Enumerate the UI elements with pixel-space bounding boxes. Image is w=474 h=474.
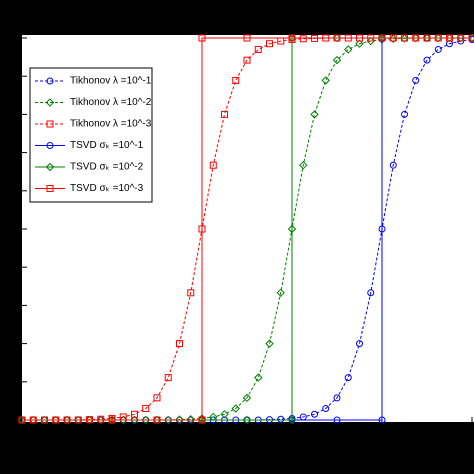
marker [333, 416, 341, 424]
legend-label: TSVD σₖ =10^-1 [70, 140, 144, 151]
marker [85, 415, 94, 425]
marker [141, 415, 150, 425]
marker [299, 160, 308, 170]
marker [311, 410, 318, 418]
legend-label: Tikhonov λ =10^-1 [70, 76, 152, 87]
marker [18, 416, 26, 424]
marker [310, 110, 319, 119]
marker [423, 34, 431, 42]
marker [366, 36, 375, 46]
marker [266, 40, 273, 48]
marker [186, 415, 195, 424]
marker [344, 374, 352, 382]
marker [367, 289, 375, 297]
marker [344, 45, 353, 54]
marker [209, 161, 217, 169]
marker [265, 339, 274, 348]
marker [322, 405, 330, 413]
marker [243, 34, 251, 42]
marker [299, 35, 307, 43]
marker [45, 98, 55, 107]
marker [232, 76, 240, 84]
marker [46, 185, 54, 192]
marker [401, 110, 408, 118]
marker [153, 416, 161, 424]
marker [119, 415, 128, 425]
marker [434, 45, 442, 53]
marker [355, 39, 364, 48]
marker [46, 142, 54, 149]
marker [254, 45, 262, 53]
marker [332, 55, 342, 65]
marker [242, 415, 252, 425]
marker [131, 410, 138, 418]
marker [108, 416, 116, 424]
marker [220, 410, 229, 419]
legend-label: TSVD σₖ =10^-3 [70, 183, 144, 194]
legend-label: Tikhonov λ =10^-3 [70, 119, 152, 130]
legend-label: TSVD σₖ =10^-2 [70, 162, 144, 173]
series [18, 34, 474, 424]
marker [356, 340, 363, 348]
series-line [22, 37, 472, 421]
marker [153, 394, 161, 402]
marker [164, 374, 172, 382]
marker [221, 110, 228, 118]
marker [243, 56, 251, 64]
marker [389, 161, 397, 169]
marker [242, 393, 252, 403]
marker [276, 288, 285, 298]
marker [333, 34, 341, 42]
marker [175, 415, 184, 424]
marker [288, 34, 296, 42]
marker [97, 415, 105, 423]
marker [412, 76, 420, 84]
marker [423, 56, 431, 64]
marker [277, 415, 285, 423]
marker [46, 120, 54, 128]
marker [287, 415, 297, 425]
marker [187, 289, 195, 297]
marker [176, 340, 183, 348]
marker [45, 162, 55, 172]
marker [164, 415, 173, 425]
series-line [22, 37, 472, 421]
marker [400, 34, 409, 43]
marker [130, 415, 139, 425]
marker [198, 416, 206, 424]
marker [63, 416, 71, 424]
legend-box [29, 67, 153, 203]
marker [142, 405, 150, 413]
marker [321, 76, 330, 85]
marker [198, 34, 206, 42]
marker [46, 77, 54, 85]
marker [333, 394, 341, 402]
marker [468, 34, 474, 42]
marker [378, 416, 386, 424]
marker [378, 34, 386, 42]
marker [231, 404, 240, 413]
marker [254, 373, 263, 382]
legend-label: Tikhonov λ =10^-2 [70, 97, 152, 108]
